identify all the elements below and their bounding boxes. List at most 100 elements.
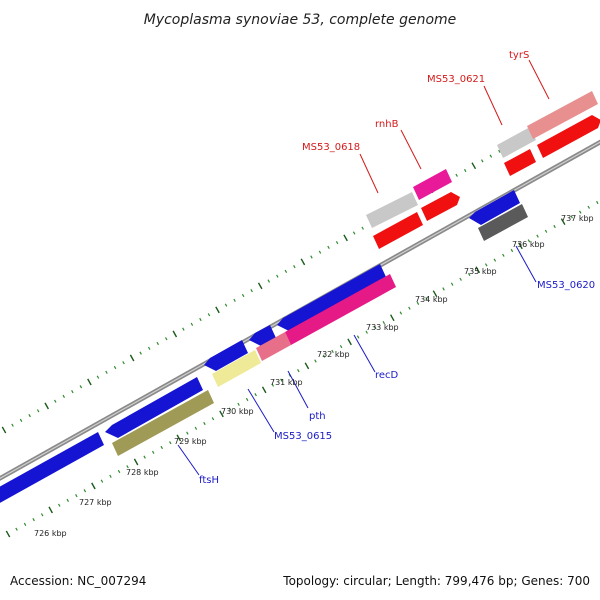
tick-mark-inner bbox=[510, 248, 514, 253]
tick-mark-outer bbox=[113, 365, 117, 370]
tick-mark-outer bbox=[489, 154, 493, 158]
gene-feature-reverse[interactable] bbox=[112, 390, 214, 456]
gene-label[interactable]: ftsH bbox=[199, 475, 219, 486]
tick-label: 734 kbp bbox=[415, 295, 448, 304]
gene-label[interactable]: MS53_0621 bbox=[427, 74, 485, 85]
tick-label: 728 kbp bbox=[126, 468, 159, 477]
gene-feature-reverse[interactable] bbox=[478, 204, 528, 241]
tick-mark-outer bbox=[199, 317, 202, 322]
tick-mark-inner bbox=[133, 458, 139, 466]
tick-mark-outer bbox=[224, 303, 228, 307]
tick-mark-inner bbox=[331, 349, 334, 353]
gene-feature-forward[interactable] bbox=[366, 192, 418, 228]
tick-mark-inner bbox=[570, 215, 573, 219]
tick-mark-inner bbox=[467, 272, 471, 277]
tick-mark-inner bbox=[261, 386, 267, 394]
tick-mark-outer bbox=[300, 258, 306, 266]
tick-mark-inner bbox=[382, 321, 386, 325]
tick-mark-outer bbox=[53, 399, 57, 403]
tick-mark-inner bbox=[245, 397, 249, 402]
gene-feature-forward[interactable] bbox=[504, 149, 536, 176]
gene-label[interactable]: MS53_0615 bbox=[274, 431, 332, 442]
gene-feature-forward[interactable] bbox=[373, 212, 423, 249]
tick-mark-inner bbox=[356, 335, 360, 339]
tick-mark-inner bbox=[314, 359, 317, 363]
tick-mark-outer bbox=[207, 313, 211, 317]
tick-mark-outer bbox=[156, 341, 160, 346]
tick-label: 735 kbp bbox=[464, 267, 497, 276]
tick-mark-inner bbox=[143, 455, 146, 459]
tick-mark-inner bbox=[518, 242, 523, 250]
tick-mark-outer bbox=[318, 250, 322, 254]
tick-mark-inner bbox=[66, 498, 70, 502]
tick-mark-inner bbox=[83, 489, 87, 493]
tick-mark-inner bbox=[399, 311, 403, 315]
gene-feature-reverse[interactable] bbox=[212, 350, 261, 387]
gene-feature-forward[interactable] bbox=[421, 192, 460, 221]
tick-mark-inner bbox=[297, 369, 300, 373]
tick-mark-inner bbox=[203, 421, 206, 426]
gene-label[interactable]: MS53_0618 bbox=[302, 142, 360, 153]
tick-mark-outer bbox=[471, 162, 477, 170]
tick-mark-inner bbox=[23, 522, 27, 526]
tick-mark-inner bbox=[32, 518, 35, 522]
tick-mark-inner bbox=[408, 306, 411, 310]
tick-mark-inner bbox=[280, 378, 283, 382]
tick-mark-outer bbox=[182, 327, 185, 331]
gene-feature-reverse[interactable] bbox=[469, 190, 520, 225]
gene-feature-reverse[interactable] bbox=[0, 432, 104, 504]
gene-feature-forward[interactable] bbox=[497, 127, 536, 158]
accession-text: Accession: NC_007294 bbox=[10, 574, 147, 588]
tick-mark-inner bbox=[475, 266, 481, 274]
tick-mark-outer bbox=[28, 414, 31, 418]
gene-label[interactable]: MS53_0620 bbox=[537, 280, 595, 291]
tick-mark-inner bbox=[560, 218, 566, 226]
gene-feature-reverse[interactable] bbox=[204, 340, 248, 371]
tick-label: 729 kbp bbox=[174, 437, 207, 446]
tick-mark-outer bbox=[241, 293, 245, 298]
genome-summary-text: Topology: circular; Length: 799,476 bp; … bbox=[283, 574, 590, 588]
gene-feature-reverse[interactable] bbox=[105, 377, 203, 438]
tick-mark-inner bbox=[322, 354, 326, 358]
tick-mark-inner bbox=[527, 239, 531, 243]
gene-feature-reverse[interactable] bbox=[277, 264, 386, 331]
tick-mark-inner bbox=[493, 258, 497, 262]
tick-mark-inner bbox=[304, 362, 310, 370]
tick-mark-outer bbox=[79, 385, 83, 389]
gene-feature-reverse[interactable] bbox=[256, 332, 291, 361]
tick-mark-inner bbox=[75, 494, 78, 498]
tick-mark-inner bbox=[271, 383, 275, 387]
tick-mark-outer bbox=[62, 394, 66, 398]
tick-mark-outer bbox=[147, 346, 151, 350]
map-title: Mycoplasma synoviae 53, complete genome bbox=[144, 12, 457, 28]
tick-mark-outer bbox=[352, 231, 356, 235]
tick-mark-inner bbox=[168, 441, 172, 445]
gene-label[interactable]: recD bbox=[375, 370, 399, 381]
tick-mark-inner bbox=[211, 417, 215, 421]
tick-mark-inner bbox=[194, 426, 198, 430]
gene-feature-reverse[interactable] bbox=[285, 274, 396, 345]
tick-mark-inner bbox=[389, 314, 395, 322]
tick-mark-outer bbox=[233, 298, 236, 302]
tick-mark-inner bbox=[48, 506, 54, 514]
tick-mark-outer bbox=[129, 354, 135, 362]
tick-mark-inner bbox=[100, 479, 104, 483]
gene-label[interactable]: tyrS bbox=[509, 50, 529, 61]
tick-mark-inner bbox=[109, 474, 112, 478]
gene-feature-forward[interactable] bbox=[537, 115, 600, 158]
tick-mark-outer bbox=[87, 378, 92, 386]
label-leader-lines bbox=[177, 59, 550, 476]
tick-mark-outer bbox=[250, 289, 253, 293]
tick-mark-outer bbox=[463, 168, 467, 173]
tick-mark-inner bbox=[91, 482, 96, 490]
tick-mark-inner bbox=[442, 287, 445, 291]
gene-label[interactable]: rnhB bbox=[375, 119, 399, 130]
tick-mark-inner bbox=[587, 205, 591, 209]
gene-feature-forward[interactable] bbox=[527, 91, 598, 139]
gene-label[interactable]: pth bbox=[309, 411, 326, 422]
gene-feature-forward[interactable] bbox=[413, 169, 452, 200]
tick-mark-inner bbox=[432, 290, 438, 298]
tick-mark-outer bbox=[190, 322, 194, 326]
tick-mark-inner bbox=[176, 434, 182, 442]
tick-mark-outer bbox=[1, 426, 7, 434]
